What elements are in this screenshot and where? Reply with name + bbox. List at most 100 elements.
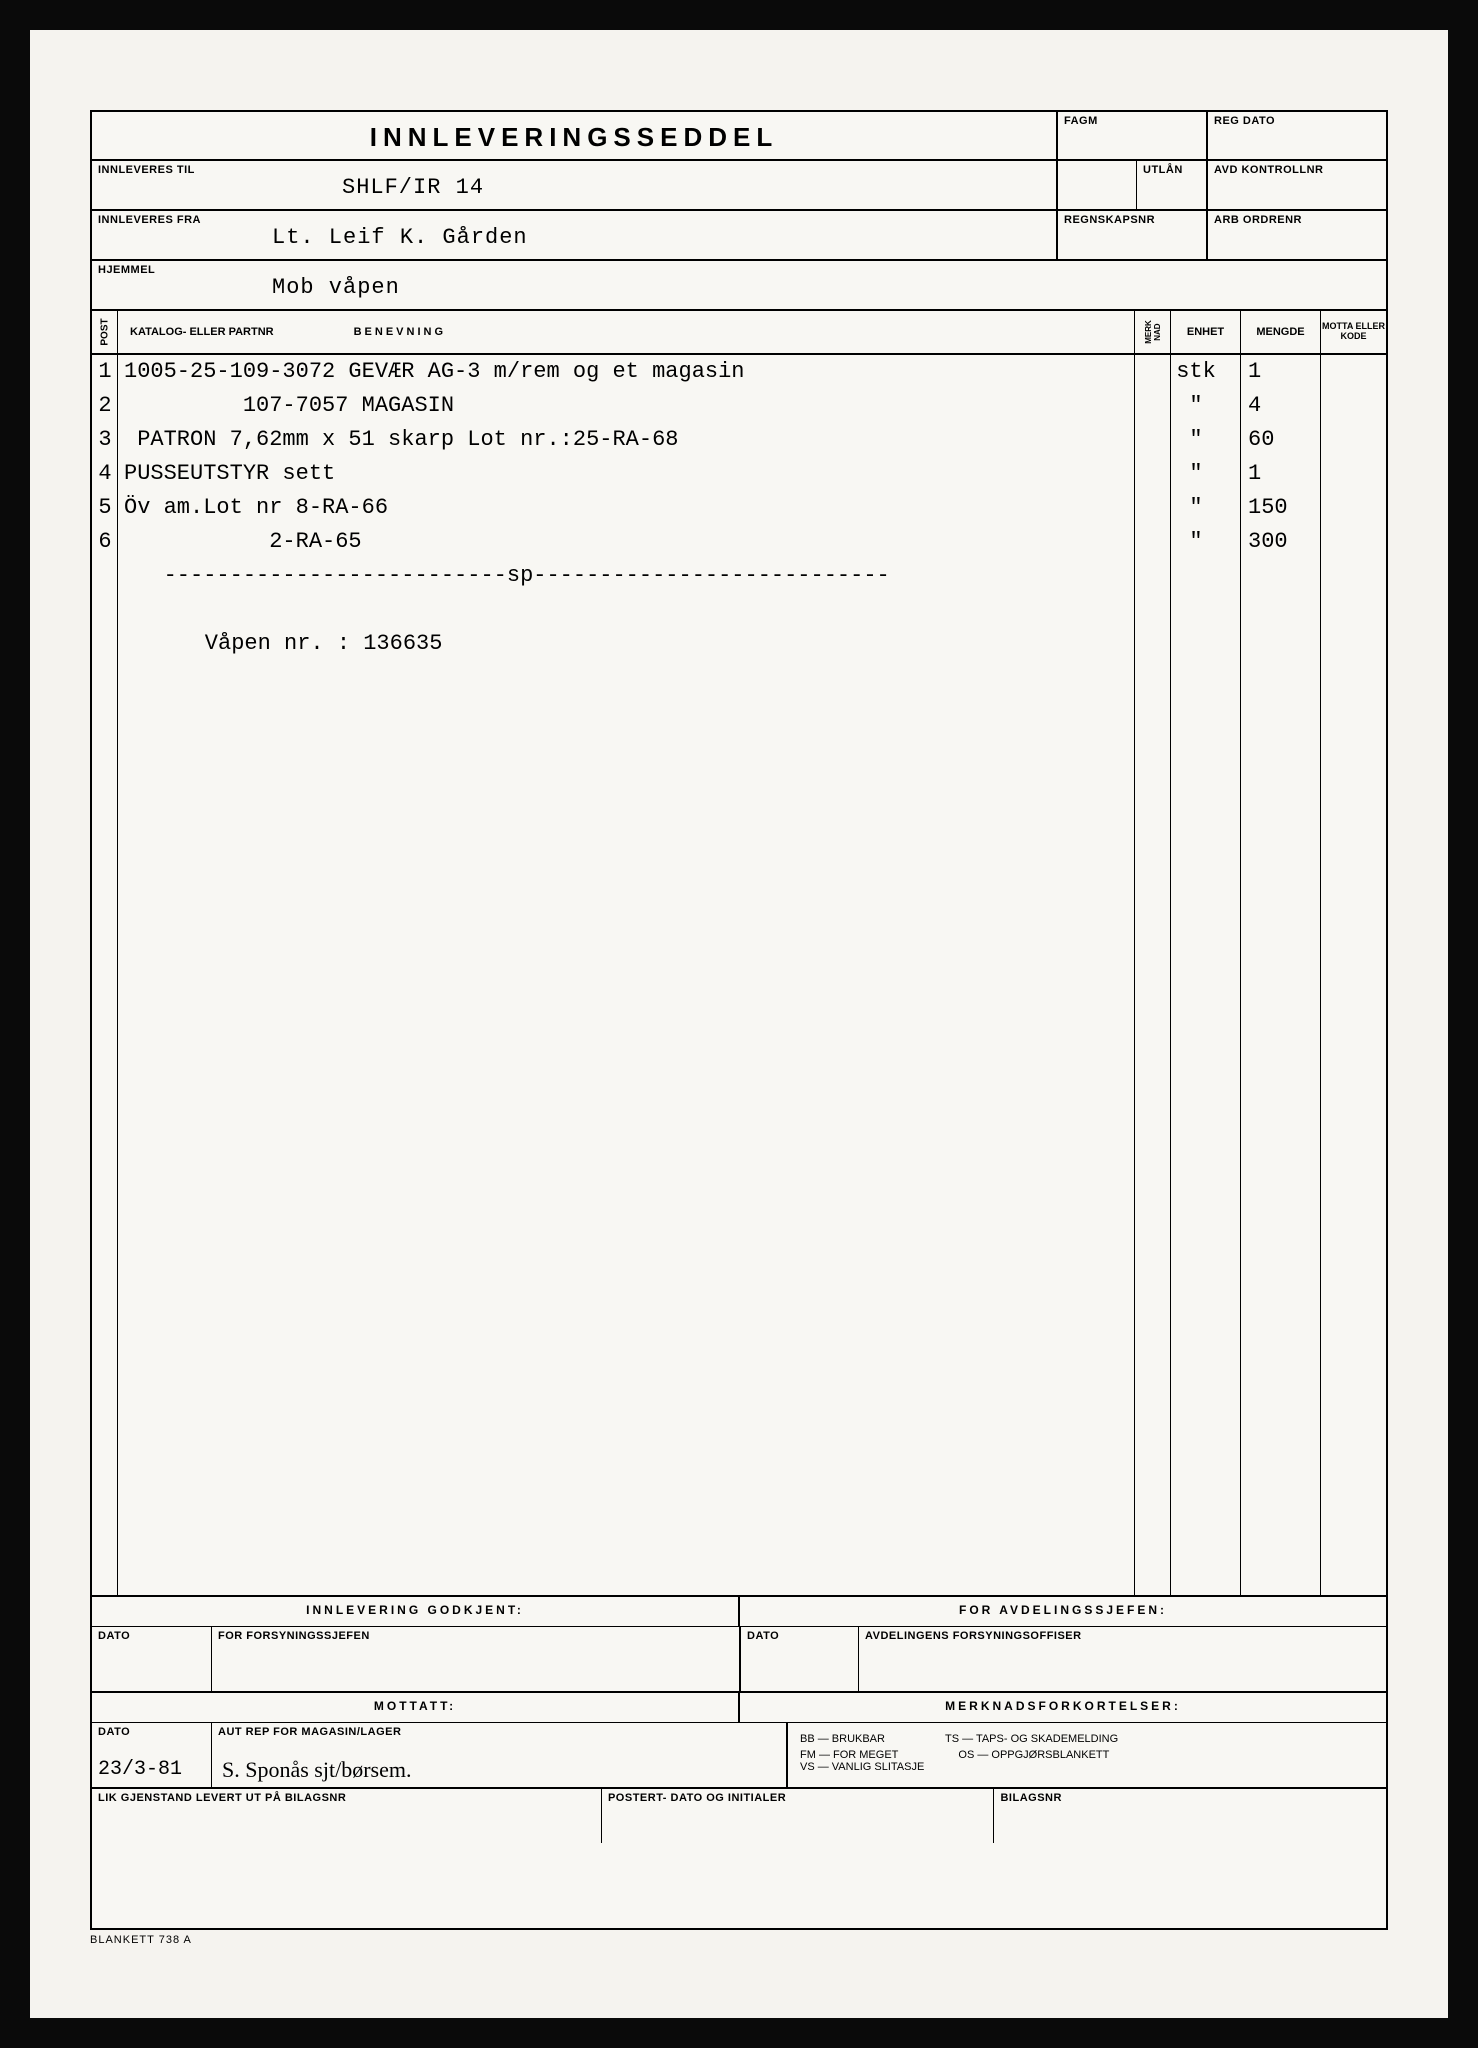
- item-text: Öv am.Lot nr 8-RA-66: [124, 495, 388, 520]
- header-row: INNLEVERINGSSEDDEL FAGM REG DATO: [92, 112, 1386, 161]
- sig-header-1: INNLEVERING GODKJENT: FOR AVDELINGSSJEFE…: [92, 1597, 1386, 1627]
- enhet-label: ENHET: [1187, 326, 1224, 338]
- avdforsyn-label: AVDELINGENS FORSYNINGSOFFISER: [859, 1627, 1386, 1642]
- fagm-cell: FAGM: [1056, 112, 1206, 159]
- til-cell: INNLEVERES TIL SHLF/IR 14: [92, 161, 1056, 209]
- item-text: PUSSEUTSTYR sett: [124, 461, 335, 486]
- row-innleveres-fra: INNLEVERES FRA Lt. Leif K. Gården REGNSK…: [92, 211, 1386, 261]
- bilag-cell: BILAGSNR: [994, 1789, 1386, 1843]
- sig-row-4: DATO 23/3-81 AUT REP FOR MAGASIN/LAGER S…: [92, 1723, 1386, 1789]
- item-post: 3: [96, 427, 114, 452]
- mengde-header: MENGDE: [1240, 311, 1320, 353]
- item-post: 2: [96, 393, 114, 418]
- regnskap-cell: REGNSKAPSNR: [1056, 211, 1206, 259]
- motta-label: MOTTA ELLER KODE: [1321, 322, 1386, 342]
- utlan-cell: UTLÅN: [1136, 161, 1206, 209]
- postert-cell: POSTERT- DATO OG INITIALER: [602, 1789, 995, 1843]
- code-ts: TS — TAPS- OG SKADEMELDING: [945, 1733, 1118, 1745]
- item-text: 107-7057 MAGASIN: [124, 393, 454, 418]
- til-label: INNLEVERES TIL: [92, 161, 1056, 176]
- item-post: 6: [96, 529, 114, 554]
- item-enhet: ": [1166, 427, 1226, 452]
- merk-column: [1134, 355, 1170, 1595]
- regdato-label: REG DATO: [1208, 112, 1386, 127]
- fra-cell: INNLEVERES FRA Lt. Leif K. Gården: [92, 211, 1056, 259]
- postert-label: POSTERT- DATO OG INITIALER: [602, 1789, 994, 1804]
- mottatt-label: MOTTATT:: [92, 1693, 738, 1722]
- code-os: OS — OPPGJØRSBLANKETT: [958, 1749, 1109, 1761]
- weapon-number-note: Våpen nr. : 136635: [152, 631, 442, 656]
- page: INNLEVERINGSSEDDEL FAGM REG DATO INNLEVE…: [30, 30, 1448, 2018]
- item-mengde: 1: [1240, 461, 1310, 486]
- katalog-header: KATALOG- ELLER PARTNR BENEVNING: [118, 311, 1134, 353]
- item-mengde: 4: [1240, 393, 1310, 418]
- item-enhet: ": [1166, 495, 1226, 520]
- dato-cell-3: DATO 23/3-81: [92, 1723, 212, 1787]
- item-post: 4: [96, 461, 114, 486]
- avdforsyn-cell: AVDELINGENS FORSYNINGSOFFISER: [859, 1627, 1386, 1691]
- item-enhet: ": [1166, 393, 1226, 418]
- dato-label-3: DATO: [92, 1723, 211, 1738]
- avdkontroll-cell: AVD KONTROLLNR: [1206, 161, 1386, 209]
- merkfork-label: MERKNADSFORKORTELSER:: [738, 1693, 1386, 1722]
- dato-mottatt-value: 23/3-81: [98, 1758, 182, 1781]
- item-text: 1005-25-109-3072 GEVÆR AG-3 m/rem og et …: [124, 359, 745, 384]
- utlan-label: UTLÅN: [1137, 161, 1206, 176]
- code-vs: VS — VANLIG SLITASJE: [800, 1761, 1374, 1773]
- code-bb: BB — BRUKBAR: [800, 1733, 885, 1745]
- for-avd-label: FOR AVDELINGSSJEFEN:: [738, 1597, 1386, 1626]
- merk-codes-cell: BB — BRUKBAR TS — TAPS- OG SKADEMELDING …: [786, 1723, 1386, 1787]
- lik-cell: LIK GJENSTAND LEVERT UT PÅ BILAGSNR: [92, 1789, 602, 1843]
- form: INNLEVERINGSSEDDEL FAGM REG DATO INNLEVE…: [90, 110, 1388, 1930]
- blank-cell-1: [1056, 161, 1136, 209]
- items-body: 1 1005-25-109-3072 GEVÆR AG-3 m/rem og et…: [92, 355, 1386, 1595]
- fra-value: Lt. Leif K. Gården: [272, 225, 528, 250]
- item-text: 2-RA-65: [124, 529, 362, 554]
- footer: INNLEVERING GODKJENT: FOR AVDELINGSSJEFE…: [92, 1595, 1386, 1843]
- dato-label-2: DATO: [741, 1627, 858, 1642]
- sig-row-5: LIK GJENSTAND LEVERT UT PÅ BILAGSNR POST…: [92, 1789, 1386, 1843]
- enhet-header: ENHET: [1170, 311, 1240, 353]
- hjemmel-value: Mob våpen: [272, 275, 400, 300]
- regdato-cell: REG DATO: [1206, 112, 1386, 159]
- post-label: POST: [99, 318, 110, 345]
- merk-codes-row2: FM — FOR MEGET OS — OPPGJØRSBLANKETT: [800, 1749, 1374, 1761]
- mengde-label: MENGDE: [1256, 326, 1304, 338]
- dato-cell-2: DATO: [739, 1627, 859, 1691]
- katalog-label: KATALOG- ELLER PARTNR: [130, 326, 274, 338]
- separator-line: --------------------------sp------------…: [124, 563, 890, 588]
- item-enhet: ": [1166, 461, 1226, 486]
- sig-header-3: MOTTATT: MERKNADSFORKORTELSER:: [92, 1693, 1386, 1723]
- motta-column: [1320, 355, 1386, 1595]
- item-post: 1: [96, 359, 114, 384]
- forsyn-cell: FOR FORSYNINGSSJEFEN: [212, 1627, 739, 1691]
- fagm-label: FAGM: [1058, 112, 1206, 127]
- item-mengde: 1: [1240, 359, 1310, 384]
- item-enhet: stk: [1166, 359, 1226, 384]
- item-text: PATRON 7,62mm x 51 skarp Lot nr.:25-RA-6…: [124, 427, 679, 452]
- motta-header: MOTTA ELLER KODE: [1320, 311, 1386, 353]
- item-enhet: ": [1166, 529, 1226, 554]
- row-hjemmel: HJEMMEL Mob våpen: [92, 261, 1386, 311]
- forsyn-label: FOR FORSYNINGSSJEFEN: [212, 1627, 739, 1642]
- item-mengde: 60: [1240, 427, 1310, 452]
- row-innleveres-til: INNLEVERES TIL SHLF/IR 14 UTLÅN AVD KONT…: [92, 161, 1386, 211]
- blankett-label: BLANKETT 738 A: [90, 1934, 1388, 1946]
- signature-value: S. Sponås sjt/børsem.: [222, 1757, 411, 1783]
- fra-label: INNLEVERES FRA: [92, 211, 1056, 226]
- lik-label: LIK GJENSTAND LEVERT UT PÅ BILAGSNR: [92, 1789, 601, 1804]
- avdkontroll-label: AVD KONTROLLNR: [1208, 161, 1386, 176]
- form-title: INNLEVERINGSSEDDEL: [92, 112, 1056, 159]
- arbordre-cell: ARB ORDRENR: [1206, 211, 1386, 259]
- item-mengde: 300: [1240, 529, 1310, 554]
- dato-cell-1: DATO: [92, 1627, 212, 1691]
- column-headers: POST KATALOG- ELLER PARTNR BENEVNING MER…: [92, 311, 1386, 355]
- merknad-label: MERK NAD: [1144, 320, 1162, 344]
- hjemmel-label: HJEMMEL: [92, 261, 1386, 276]
- arbordre-label: ARB ORDRENR: [1208, 211, 1386, 226]
- autrep-cell: AUT REP FOR MAGASIN/LAGER S. Sponås sjt/…: [212, 1723, 786, 1787]
- regnskap-label: REGNSKAPSNR: [1058, 211, 1206, 226]
- benevning-label: BENEVNING: [354, 326, 446, 338]
- item-mengde: 150: [1240, 495, 1310, 520]
- bilag-label: BILAGSNR: [994, 1789, 1386, 1804]
